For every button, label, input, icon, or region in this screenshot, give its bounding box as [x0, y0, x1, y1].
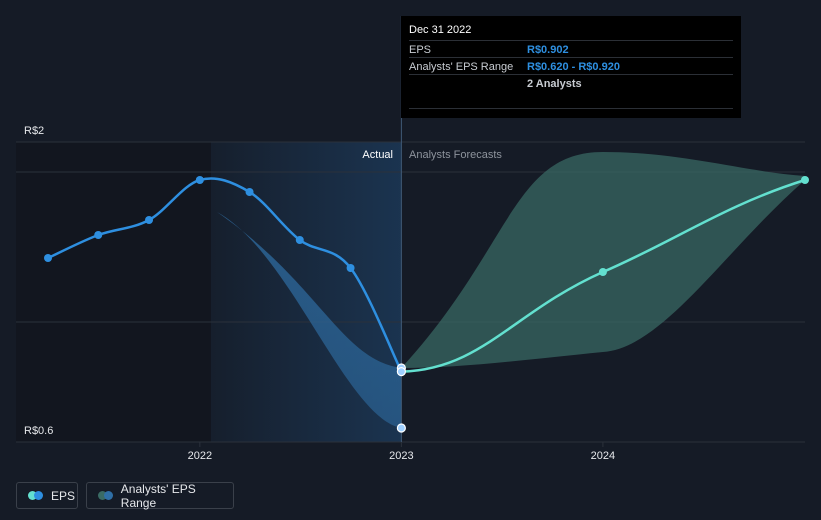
- tooltip-eps-value: R$0.902: [527, 44, 569, 56]
- tooltip-analysts-row: 2 Analysts: [409, 74, 733, 92]
- actual-region-label: Actual: [362, 149, 393, 161]
- eps-actual-point-5: [295, 236, 304, 244]
- tooltip-eps-row: EPS R$0.902: [409, 40, 733, 58]
- y-tick-label-top: R$2: [24, 125, 44, 137]
- range-low-point: [396, 423, 406, 433]
- y-tick-label-bottom: R$0.6: [24, 425, 53, 437]
- eps-actual-point-1: [94, 231, 103, 239]
- legend-item-eps-range[interactable]: Analysts' EPS Range: [86, 481, 234, 510]
- tooltip-range-label: Analysts' EPS Range: [409, 61, 514, 73]
- eps-actual-point-4: [245, 188, 254, 196]
- eps-actual-point-6: [346, 264, 355, 272]
- eps-actual-point-0: [44, 254, 52, 262]
- tooltip-analyst-count: 2 Analysts: [527, 78, 582, 90]
- legend-range-label: Analysts' EPS Range: [120, 481, 196, 510]
- tooltip-divider: [409, 108, 733, 109]
- data-tooltip: Dec 31 2022 EPS R$0.902 Analysts' EPS Ra…: [401, 16, 741, 118]
- tooltip-eps-label: EPS: [409, 44, 432, 56]
- pre-actual-shade: [16, 142, 211, 442]
- data-points: [44, 176, 809, 433]
- x-tick-label-2024: 2024: [591, 450, 615, 462]
- forecast-region-label: Analysts Forecasts: [409, 149, 502, 161]
- legend-eps-label: EPS: [51, 488, 76, 503]
- tooltip-range-row: Analysts' EPS Range R$0.620 - R$0.920: [409, 57, 733, 75]
- eps-range-legend-icon: [98, 491, 114, 500]
- eps-forecast-point-1: [801, 176, 809, 184]
- x-tick-label-2023: 2023: [389, 450, 413, 462]
- eps-legend-icon: [28, 491, 44, 500]
- eps-selected-point: [396, 367, 406, 377]
- past-eps-range-area: [216, 212, 402, 428]
- eps-actual-point-3: [195, 176, 204, 184]
- x-tick-label-2022: 2022: [188, 450, 212, 462]
- eps-forecast-point-0: [598, 268, 607, 276]
- forecast-eps-range-area: [401, 152, 805, 368]
- eps-actual-point-2: [145, 216, 154, 224]
- legend-item-eps[interactable]: EPS: [16, 482, 78, 509]
- tooltip-range-value: R$0.620 - R$0.920: [527, 61, 620, 73]
- tooltip-date: Dec 31 2022: [409, 24, 472, 36]
